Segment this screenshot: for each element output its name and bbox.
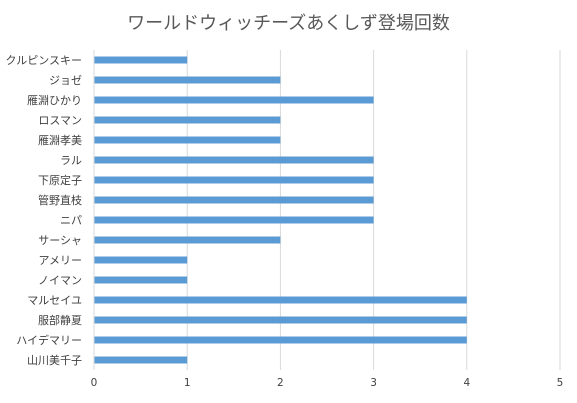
x-tick-label: 2 [277, 377, 284, 389]
category-label: ノイマン [38, 274, 82, 287]
bar [94, 176, 374, 184]
category-label: 雁淵ひかり [27, 94, 82, 107]
category-label: ハイデマリー [16, 333, 82, 347]
category-label: サーシャ [38, 234, 82, 247]
bar [94, 216, 374, 224]
category-label: クルピンスキー [6, 54, 82, 67]
bar [94, 56, 188, 64]
bar [94, 116, 281, 124]
category-label: 山川美千子 [27, 354, 82, 367]
bar [94, 156, 374, 164]
x-tick-label: 3 [370, 377, 377, 389]
bar [94, 236, 281, 244]
chart-title: ワールドウィッチーズあくしず登場回数 [127, 13, 450, 34]
bar [94, 76, 281, 84]
category-label: ニパ [60, 214, 82, 227]
bar [94, 336, 467, 344]
category-label: 下原定子 [38, 173, 82, 187]
bar [94, 316, 467, 324]
category-label: ラル [60, 154, 82, 167]
bar [94, 356, 188, 364]
x-tick-label: 0 [91, 377, 98, 389]
category-label: マルセイユ [27, 294, 82, 307]
category-label: ジョゼ [49, 74, 82, 87]
bar [94, 296, 467, 304]
category-label: 管野直枝 [38, 193, 82, 207]
category-label: ロスマン [38, 114, 82, 127]
x-tick-label: 1 [184, 377, 191, 389]
category-label: 服部静夏 [38, 313, 82, 327]
category-label: アメリー [39, 254, 82, 267]
bar [94, 136, 281, 144]
bar [94, 256, 188, 264]
x-tick-label: 4 [463, 377, 470, 389]
category-label: 雁淵孝美 [38, 134, 82, 147]
bar [94, 276, 188, 284]
bar [94, 196, 374, 204]
x-tick-label: 5 [557, 377, 564, 389]
bar [94, 96, 374, 104]
